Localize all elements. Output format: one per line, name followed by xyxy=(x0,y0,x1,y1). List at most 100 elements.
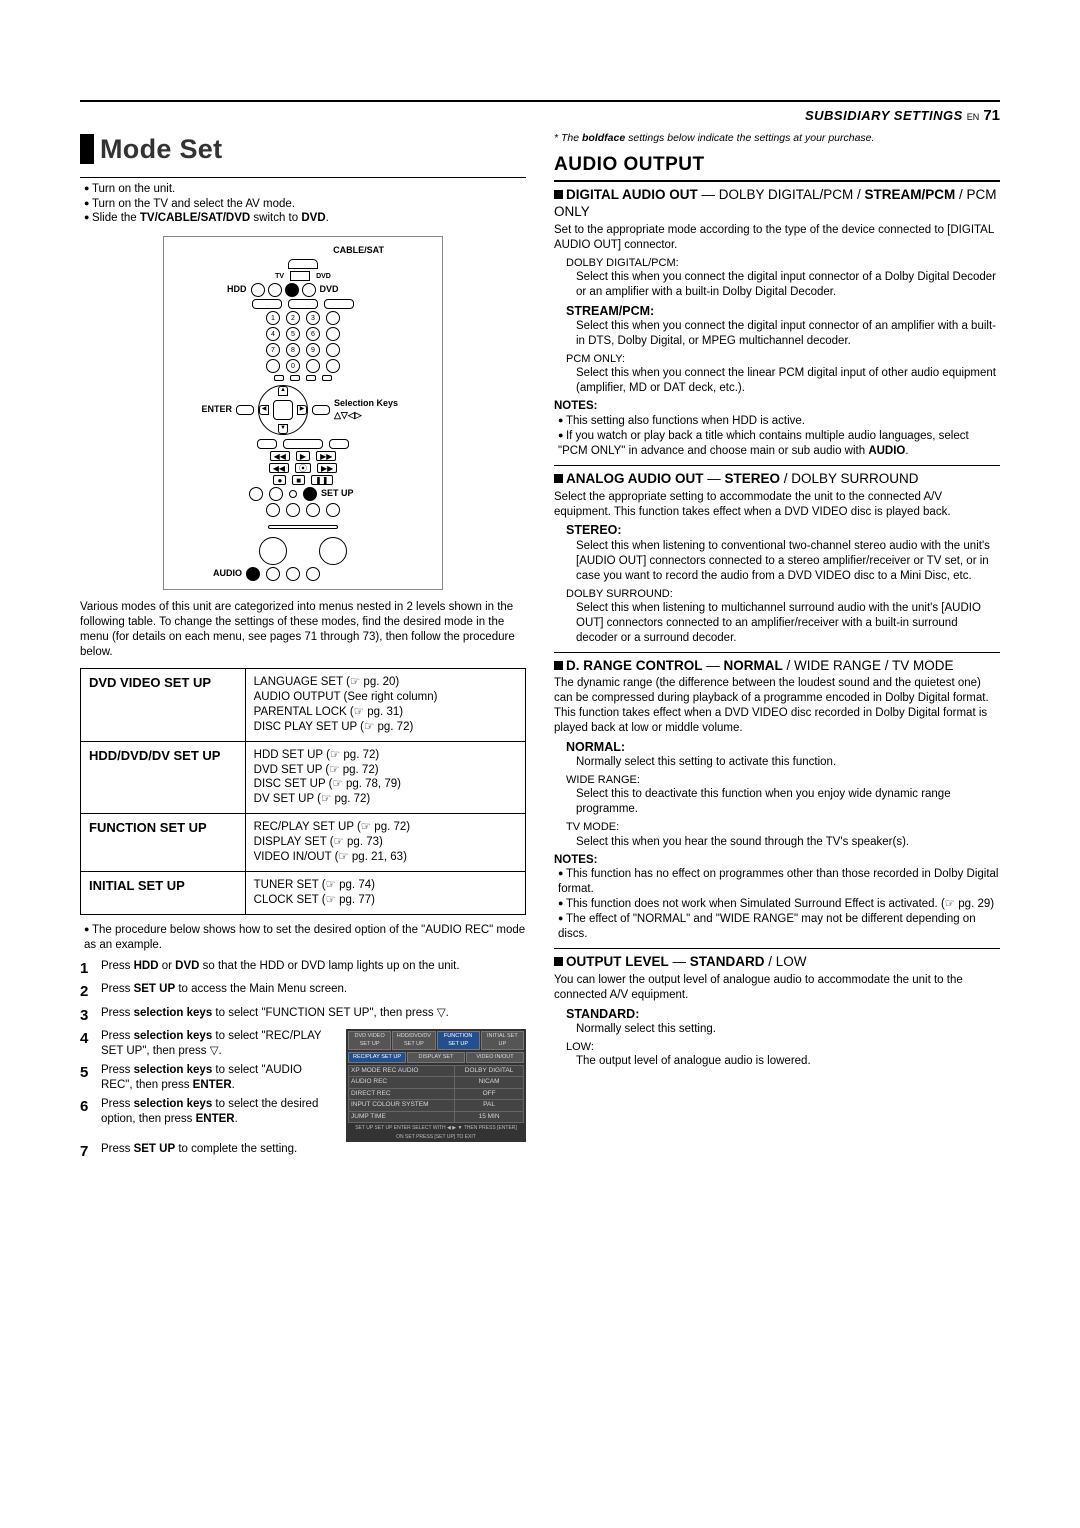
option-name: NORMAL: xyxy=(566,739,1000,755)
step-1: Press HDD or DVD so that the HDD or DVD … xyxy=(101,959,526,979)
osd-tab: INITIAL SET UP xyxy=(481,1031,524,1049)
step-6: Press selection keys to select the desir… xyxy=(101,1097,336,1127)
menu-row-name: DVD VIDEO SET UP xyxy=(81,668,246,741)
menu-row-items: TUNER SET (☞ pg. 74)CLOCK SET (☞ pg. 77) xyxy=(245,872,525,915)
header-subsidiary: SUBSIDIARY SETTINGS xyxy=(805,108,963,125)
prep-bullets: Turn on the unit.Turn on the TV and sele… xyxy=(80,182,526,227)
header-rule xyxy=(80,100,1000,102)
osd-footer2: ON SET PRESS [SET UP] TO EXIT xyxy=(348,1134,524,1141)
step-5: Press selection keys to select "AUDIO RE… xyxy=(101,1063,336,1093)
step-num: 7 xyxy=(80,1142,95,1162)
option-desc: Select this when you connect the digital… xyxy=(576,319,1000,349)
label-setup: SET UP xyxy=(321,488,401,500)
audio-output-heading: AUDIO OUTPUT xyxy=(554,153,1000,178)
rule xyxy=(80,177,526,178)
osd-screenshot: DVD VIDEO SET UPHDD/DVD/DV SET UPFUNCTIO… xyxy=(346,1029,526,1142)
mode-set-title: Mode Set xyxy=(80,132,526,167)
option-desc: Select this to deactivate this function … xyxy=(576,787,1000,817)
option-name: STEREO: xyxy=(566,522,1000,538)
option-desc: Select this when you connect the digital… xyxy=(576,270,1000,300)
left-column: Mode Set Turn on the unit.Turn on the TV… xyxy=(80,132,526,1166)
notes-heading: NOTES: xyxy=(554,399,1000,414)
notes-heading: NOTES: xyxy=(554,853,1000,868)
menu-row-items: LANGUAGE SET (☞ pg. 20)AUDIO OUTPUT (See… xyxy=(245,668,525,741)
step-num: 2 xyxy=(80,982,95,1002)
osd-subtab: DISPLAY SET xyxy=(407,1052,465,1063)
digital-audio-intro: Set to the appropriate mode according to… xyxy=(554,223,1000,253)
option-name: WIDE RANGE: xyxy=(566,773,1000,787)
prep-bullet: Slide the TV/CABLE/SAT/DVD switch to DVD… xyxy=(84,211,526,226)
header-page: 71 xyxy=(983,106,1000,126)
steps-4-6: 4Press selection keys to select "REC/PLA… xyxy=(80,1029,336,1131)
analog-audio-intro: Select the appropriate setting to accomm… xyxy=(554,490,1000,520)
menu-row-name: HDD/DVD/DV SET UP xyxy=(81,741,246,814)
label-audio: AUDIO xyxy=(202,568,242,580)
osd-tab: FUNCTION SET UP xyxy=(437,1031,480,1049)
option-name: DOLBY DIGITAL/PCM: xyxy=(566,256,1000,270)
option-name: PCM ONLY: xyxy=(566,352,1000,366)
option-name: STREAM/PCM: xyxy=(566,303,1000,319)
label-tv: TV xyxy=(275,272,284,281)
page-header: SUBSIDIARY SETTINGS EN 71 xyxy=(80,106,1000,126)
menu-row-items: HDD SET UP (☞ pg. 72)DVD SET UP (☞ pg. 7… xyxy=(245,741,525,814)
option-desc: Select this when listening to multichann… xyxy=(576,601,1000,646)
rule xyxy=(554,652,1000,653)
output-level-intro: You can lower the output level of analog… xyxy=(554,973,1000,1003)
footnote: * The boldface settings below indicate t… xyxy=(554,132,1000,146)
note-item: The effect of "NORMAL" and "WIDE RANGE" … xyxy=(558,912,1000,942)
drange-notes: This function has no effect on programme… xyxy=(554,867,1000,942)
option-desc: Select this when listening to convention… xyxy=(576,539,1000,584)
note-item: This function does not work when Simulat… xyxy=(558,897,1000,912)
option-desc: Normally select this setting. xyxy=(576,1022,1000,1037)
proc-intro: The procedure below shows how to set the… xyxy=(80,923,526,953)
rule xyxy=(554,180,1000,182)
drange-intro: The dynamic range (the difference betwee… xyxy=(554,676,1000,736)
step-num: 4 xyxy=(80,1029,95,1059)
note-item: This setting also functions when HDD is … xyxy=(558,414,1000,429)
option-desc: Select this when you connect the linear … xyxy=(576,366,1000,396)
osd-subtab: VIDEO IN/OUT xyxy=(466,1052,524,1063)
osd-subtab: REC/PLAY SET UP xyxy=(348,1052,406,1063)
label-dvd2: DVD xyxy=(316,272,331,281)
step-3: Press selection keys to select "FUNCTION… xyxy=(101,1006,526,1026)
remote-illustration: CABLE/SAT TVDVD HDD DVD 123 456 789 0 EN… xyxy=(163,236,443,590)
step-7: Press SET UP to complete the setting. xyxy=(101,1142,526,1162)
menu-row-items: REC/PLAY SET UP (☞ pg. 72)DISPLAY SET (☞… xyxy=(245,814,525,872)
note-item: If you watch or play back a title which … xyxy=(558,429,1000,459)
menu-row-name: FUNCTION SET UP xyxy=(81,814,246,872)
header-en: EN xyxy=(967,112,980,124)
prep-bullet: Turn on the TV and select the AV mode. xyxy=(84,197,526,212)
title-bar-icon xyxy=(80,134,94,164)
mode-set-para: Various modes of this unit are categoriz… xyxy=(80,600,526,660)
label-selection: Selection Keys xyxy=(334,398,398,408)
rule xyxy=(554,948,1000,949)
label-enter: ENTER xyxy=(192,404,232,416)
label-dvd: DVD xyxy=(320,284,400,296)
step-num: 6 xyxy=(80,1097,95,1127)
drange-head: D. RANGE CONTROL — NORMAL / WIDE RANGE /… xyxy=(554,657,1000,675)
digital-audio-head: DIGITAL AUDIO OUT — DOLBY DIGITAL/PCM / … xyxy=(554,186,1000,221)
step-4: Press selection keys to select "REC/PLAY… xyxy=(101,1029,336,1059)
osd-tab: DVD VIDEO SET UP xyxy=(348,1031,391,1049)
option-name: TV MODE: xyxy=(566,820,1000,834)
option-name: LOW: xyxy=(566,1040,1000,1054)
step-num: 3 xyxy=(80,1006,95,1026)
rule xyxy=(554,465,1000,466)
osd-tab: HDD/DVD/DV SET UP xyxy=(392,1031,435,1049)
main-columns: Mode Set Turn on the unit.Turn on the TV… xyxy=(80,132,1000,1166)
output-level-head: OUTPUT LEVEL — STANDARD / LOW xyxy=(554,953,1000,971)
steps: 1 Press HDD or DVD so that the HDD or DVD… xyxy=(80,959,526,1162)
step-2: Press SET UP to access the Main Menu scr… xyxy=(101,982,526,1002)
proc-intro-text: The procedure below shows how to set the… xyxy=(84,923,526,953)
label-hdd: HDD xyxy=(207,284,247,296)
step-num: 1 xyxy=(80,959,95,979)
step-num: 5 xyxy=(80,1063,95,1093)
steps-with-screenshot: 4Press selection keys to select "REC/PLA… xyxy=(80,1029,526,1142)
menu-row-name: INITIAL SET UP xyxy=(81,872,246,915)
label-cable: CABLE/SAT xyxy=(333,245,384,255)
option-name: DOLBY SURROUND: xyxy=(566,587,1000,601)
label-arrows: △▽◁▷ xyxy=(334,410,362,420)
prep-bullet: Turn on the unit. xyxy=(84,182,526,197)
note-item: This function has no effect on programme… xyxy=(558,867,1000,897)
analog-audio-head: ANALOG AUDIO OUT — STEREO / DOLBY SURROU… xyxy=(554,470,1000,488)
